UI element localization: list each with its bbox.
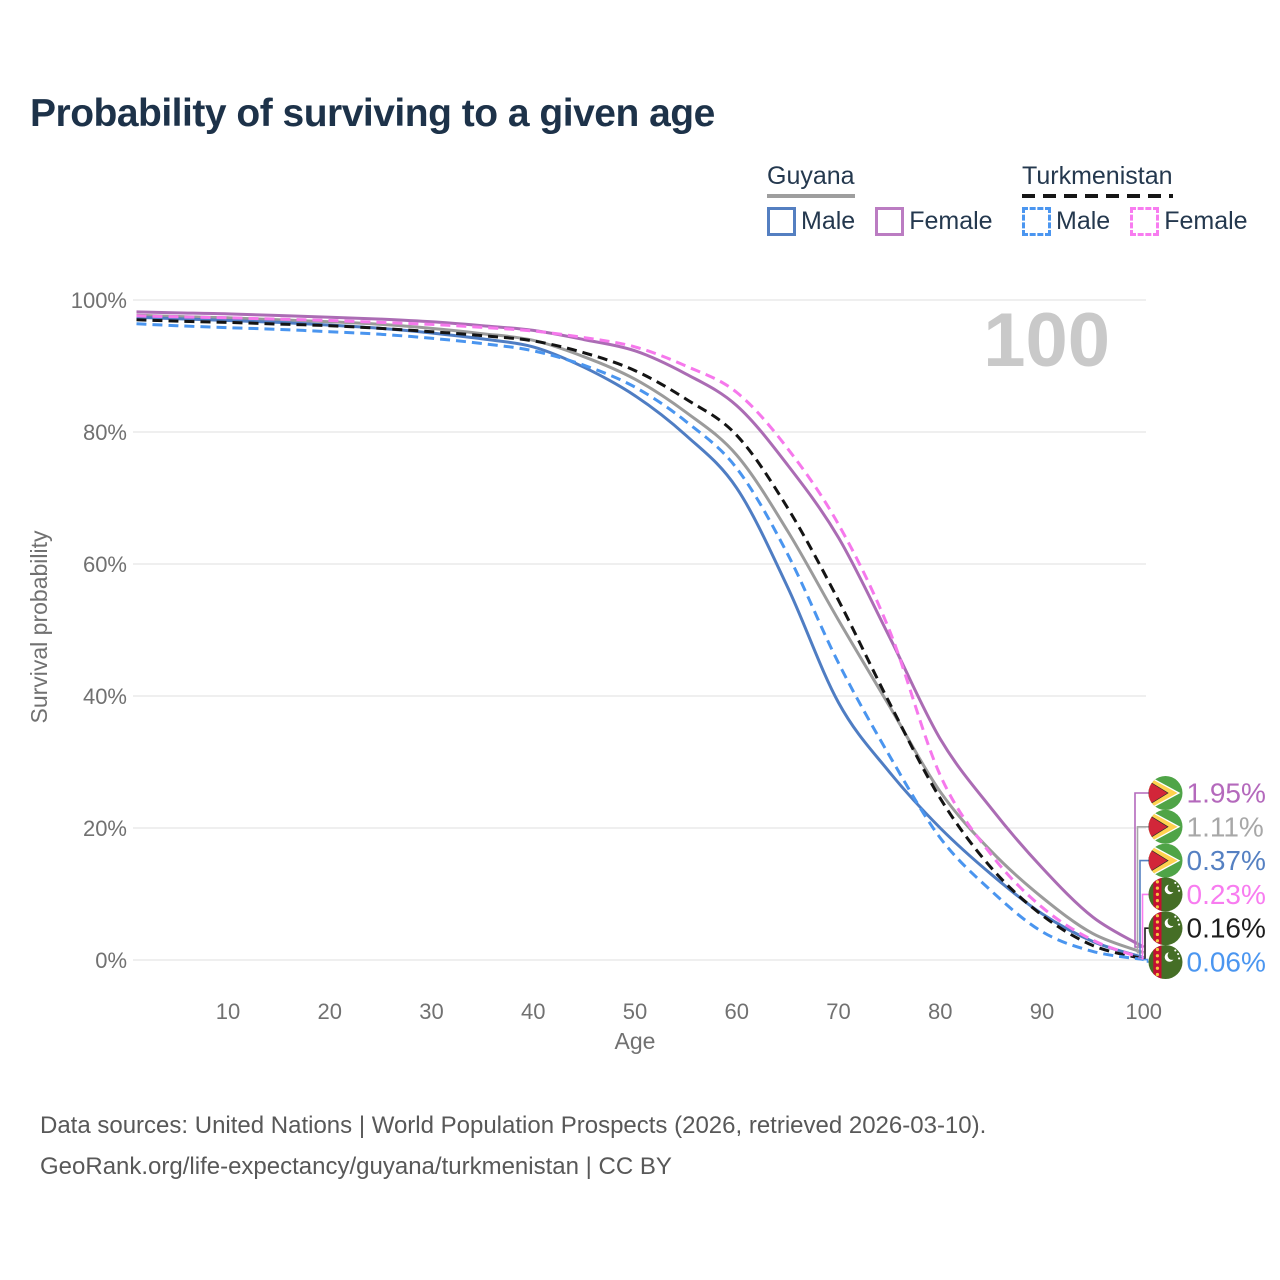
- legend-item-guyana-female[interactable]: Female: [875, 207, 993, 236]
- flag-crescent-cut: [1167, 950, 1177, 960]
- flag-carpet-motif: [1155, 892, 1159, 896]
- flag-carpet-motif: [1155, 899, 1159, 903]
- legend-swatch: [1130, 207, 1160, 236]
- flag-carpet-motif: [1155, 966, 1159, 970]
- flag-star: [1177, 952, 1180, 956]
- flag-carpet-motif: [1155, 954, 1159, 958]
- y-axis-title: Survival probability: [26, 530, 52, 724]
- legend-item-label: Female: [909, 207, 993, 235]
- end-value-label: 0.06%: [1187, 947, 1266, 978]
- flag-star: [1174, 949, 1177, 952]
- flag-carpet-motif: [1155, 905, 1159, 909]
- flag-red-triangle: [1148, 847, 1169, 874]
- series-line-turkmenistan-both: [136, 318, 1145, 961]
- flag-red-triangle: [1148, 814, 1169, 840]
- x-axis-tick-label: 80: [928, 999, 952, 1024]
- y-axis-tick-label: 20%: [83, 816, 127, 841]
- legend-item-label: Male: [801, 207, 856, 235]
- footer-data-sources: Data sources: United Nations | World Pop…: [40, 1112, 987, 1139]
- flag-star: [1178, 957, 1181, 960]
- legend-country-label: Turkmenistan: [1022, 162, 1173, 190]
- x-axis-tick-label: 40: [521, 999, 545, 1024]
- footer-attribution: GeoRank.org/life-expectancy/guyana/turkm…: [40, 1153, 672, 1180]
- series-line-turkmenistan-male: [136, 322, 1144, 962]
- x-axis-title: Age: [615, 1028, 656, 1054]
- y-axis-tick-label: 60%: [83, 552, 127, 577]
- y-axis-tick-label: 100%: [71, 288, 127, 313]
- x-axis-tick-label: 10: [216, 999, 240, 1024]
- end-value-label: 0.37%: [1187, 845, 1266, 876]
- flag-carpet-motif: [1155, 926, 1159, 930]
- end-label-connector: [1143, 927, 1149, 960]
- flag-star: [1177, 885, 1180, 888]
- x-axis-tick-label: 60: [724, 999, 748, 1024]
- guyana-flag-icon: [1148, 843, 1183, 878]
- flag-crescent-cut: [1167, 883, 1177, 893]
- turkmenistan-flag-icon: [1148, 911, 1183, 946]
- legend-item-turkmenistan-female[interactable]: Female: [1130, 207, 1248, 236]
- flag-carpet-motif: [1155, 947, 1159, 952]
- turkmenistan-flag-icon: [1148, 877, 1183, 912]
- flag-carpet-motif: [1155, 914, 1159, 918]
- legend-country-label: Guyana: [767, 162, 855, 190]
- legend-swatch: [1022, 207, 1051, 236]
- flag-crescent-cut: [1167, 917, 1177, 927]
- flag-carpet-motif: [1155, 939, 1159, 943]
- end-value-label: 0.23%: [1187, 879, 1266, 910]
- flag-star: [1174, 881, 1177, 884]
- end-value-label: 0.16%: [1187, 913, 1266, 944]
- legend-swatch: [767, 207, 796, 236]
- series-line-turkmenistan-female: [136, 314, 1145, 960]
- guyana-flag-icon: [1148, 776, 1183, 810]
- x-axis-tick-label: 20: [318, 999, 342, 1024]
- series-line-guyana-male: [136, 315, 1145, 960]
- end-value-label: 1.11%: [1187, 811, 1264, 842]
- flag-carpet-motif: [1155, 972, 1159, 977]
- turkmenistan-flag-icon: [1148, 945, 1183, 979]
- flag-star: [1178, 889, 1181, 892]
- series-line-guyana-female: [136, 310, 1145, 949]
- y-axis-tick-label: 0%: [95, 948, 127, 973]
- legend-group-guyana: Guyana Male Female: [767, 162, 993, 236]
- legend-item-label: Female: [1164, 207, 1248, 235]
- end-label-connector: [1141, 893, 1149, 960]
- flag-carpet-motif: [1155, 920, 1159, 924]
- x-axis-tick-label: 70: [826, 999, 850, 1024]
- guyana-flag-icon: [1148, 809, 1183, 844]
- flag-carpet-motif: [1155, 932, 1159, 937]
- flag-carpet-motif: [1155, 880, 1159, 884]
- end-value-label: 1.95%: [1187, 778, 1266, 809]
- flag-carpet-motif: [1155, 886, 1159, 890]
- solid-line-swatch: [767, 194, 855, 198]
- age-watermark: 100: [983, 298, 1110, 383]
- flag-red-triangle: [1148, 780, 1169, 806]
- chart-footer: Data sources: United Nations | World Pop…: [40, 1105, 986, 1187]
- end-label-connector: [1143, 958, 1149, 963]
- x-axis-tick-label: 30: [419, 999, 443, 1024]
- legend-group-turkmenistan: Turkmenistan Male Female: [1022, 162, 1248, 236]
- x-axis-tick-label: 50: [623, 999, 647, 1024]
- flag-star: [1177, 919, 1180, 922]
- legend-swatch: [875, 207, 905, 236]
- legend-item-label: Male: [1056, 207, 1111, 235]
- legend-item-turkmenistan-male[interactable]: Male: [1022, 207, 1110, 236]
- x-axis-tick-label: 100: [1125, 999, 1162, 1024]
- series-line-guyana-both: [136, 313, 1145, 955]
- y-axis-tick-label: 40%: [83, 684, 127, 709]
- page-title: Probability of surviving to a given age: [30, 92, 715, 135]
- flag-star: [1174, 915, 1177, 918]
- flag-star: [1178, 923, 1181, 926]
- dashed-line-swatch: [1022, 194, 1173, 198]
- y-axis-tick-label: 80%: [83, 420, 127, 445]
- flag-carpet-motif: [1155, 960, 1159, 964]
- x-axis-tick-label: 90: [1030, 999, 1054, 1024]
- legend-item-guyana-male[interactable]: Male: [767, 207, 855, 236]
